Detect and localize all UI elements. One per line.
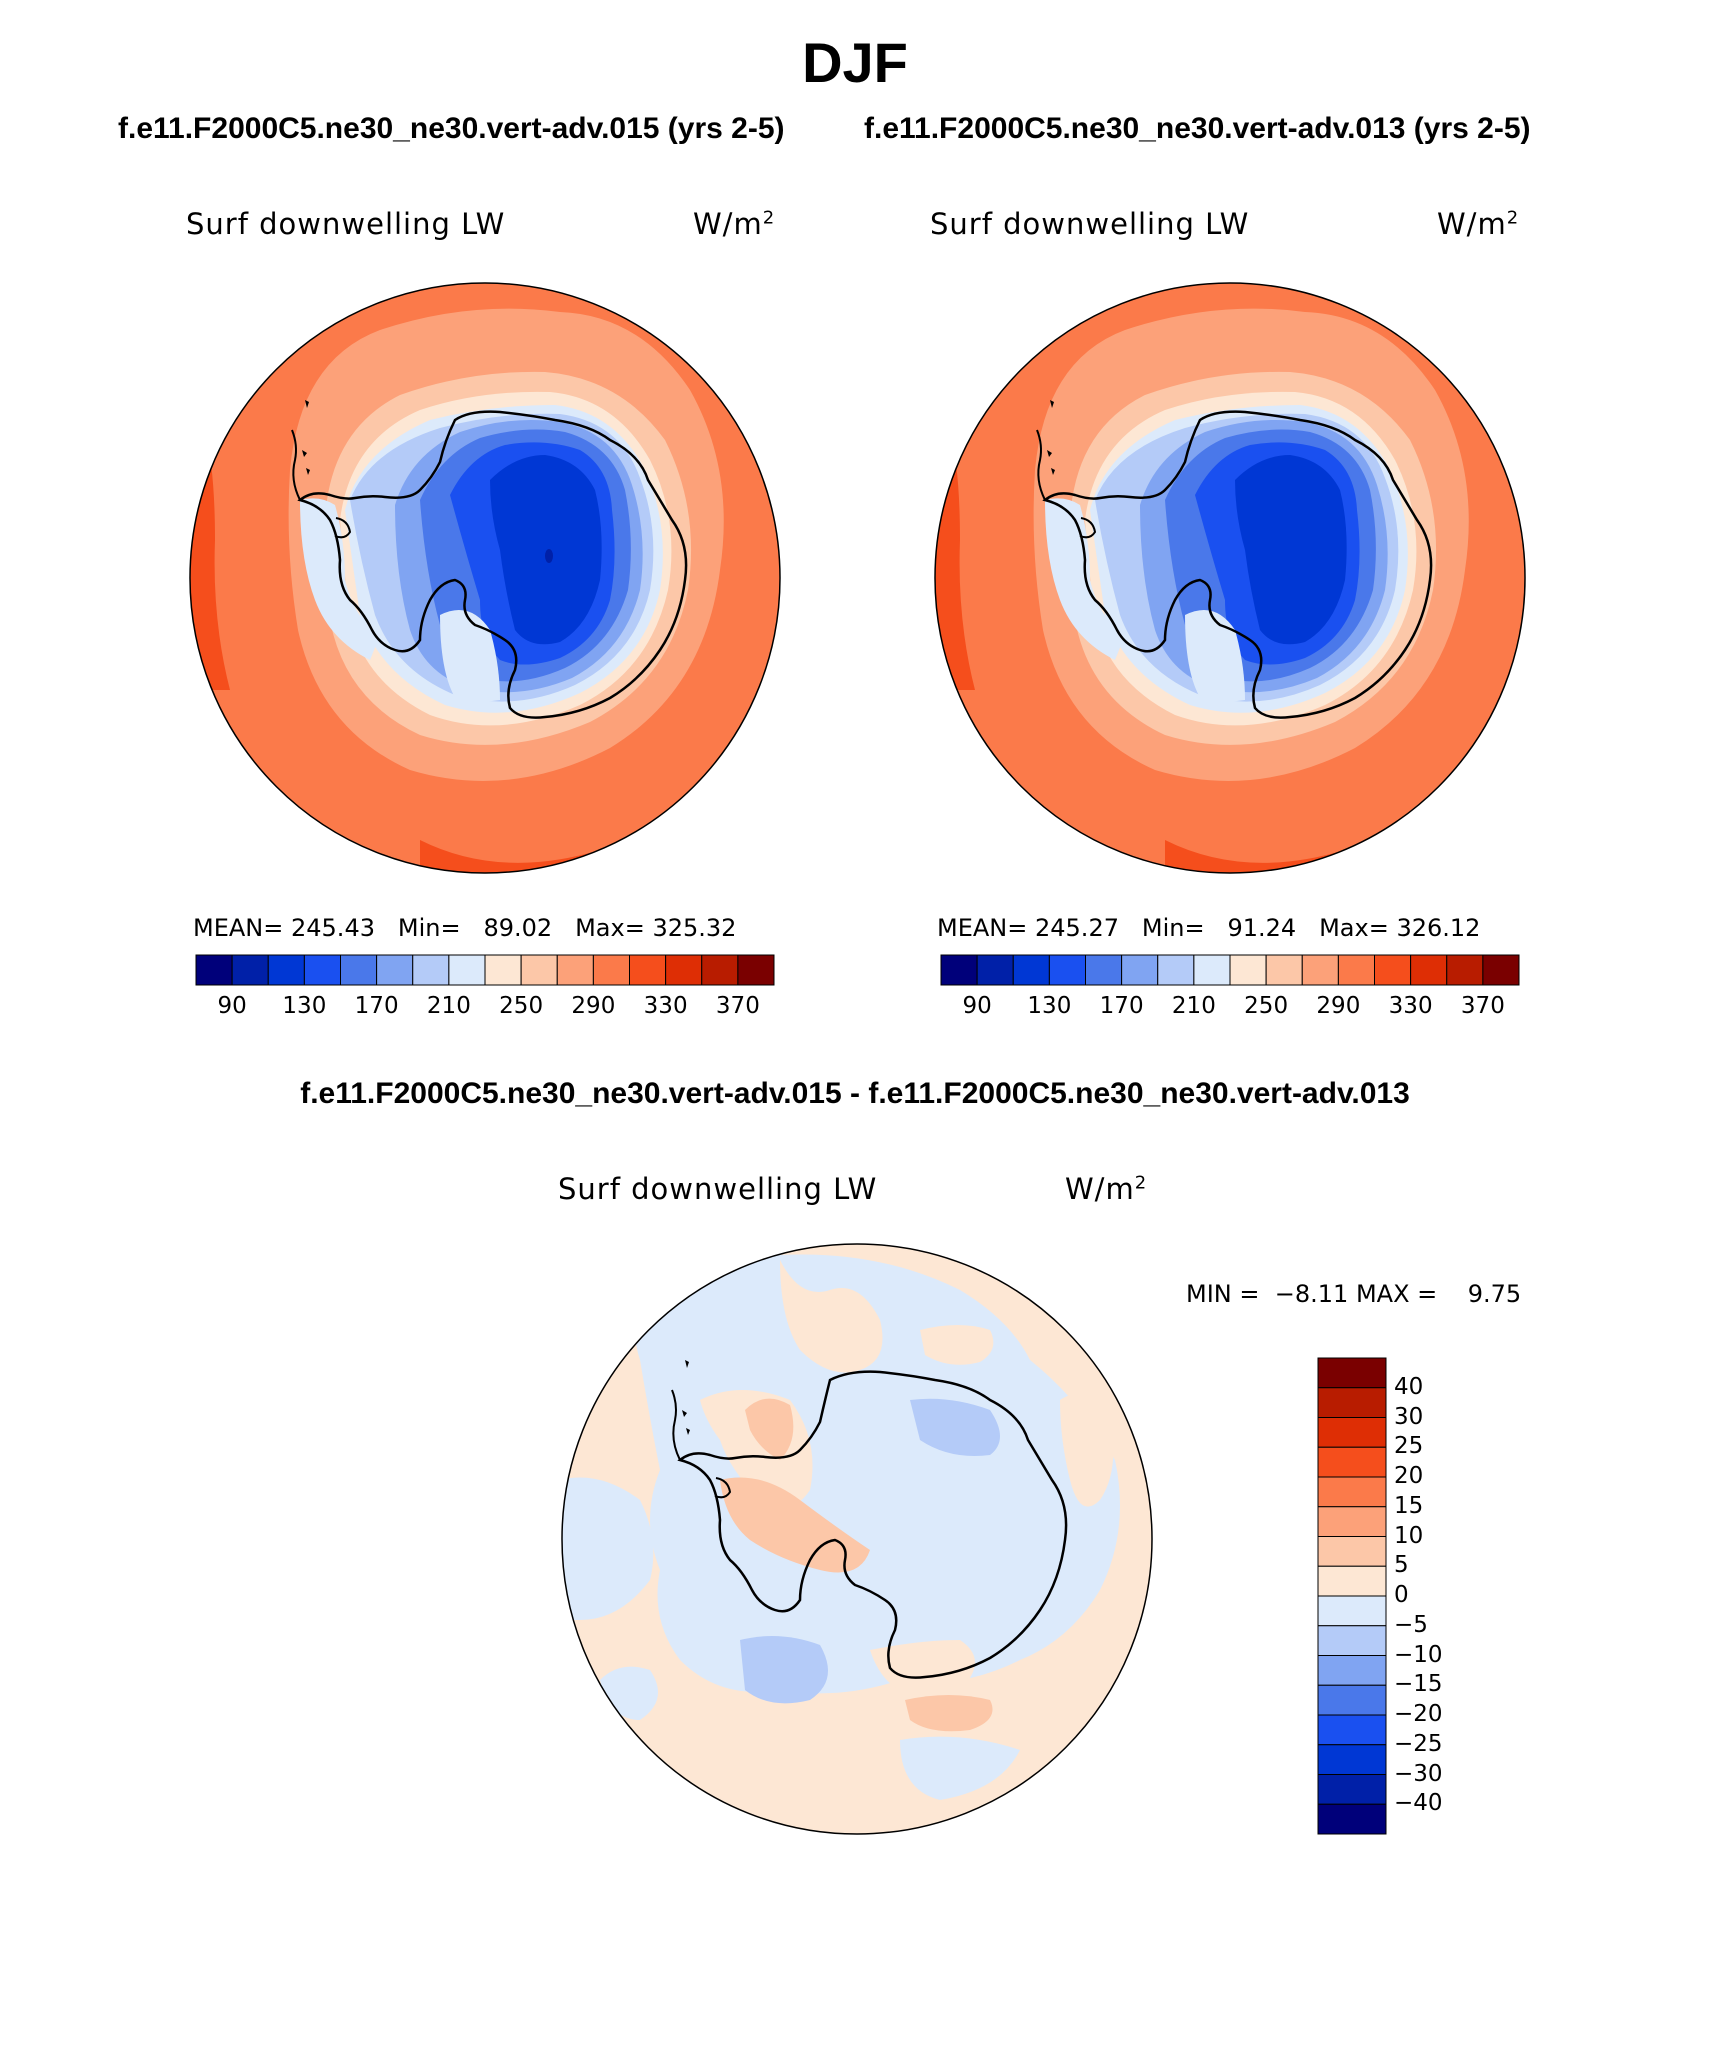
diff-variable-label: Surf downwelling LW: [558, 1172, 878, 1206]
colorbar-tick-label: 40: [1394, 1373, 1424, 1400]
colorbar-tick-label: 170: [1099, 993, 1144, 1019]
colorbar-swatch: [701, 954, 739, 986]
colorbar-tick-label: −20: [1394, 1701, 1443, 1727]
colorbar-swatch: [231, 954, 269, 986]
colorbar-swatch: [448, 954, 486, 986]
colorbar-swatch: [1317, 1803, 1387, 1835]
colorbar-swatch: [1012, 954, 1050, 986]
colorbar-tick-label: 210: [1171, 993, 1216, 1019]
left-case-title: f.e11.F2000C5.ne30_ne30.vert-adv.015 (yr…: [118, 112, 785, 145]
colorbar-tick-label: 210: [426, 993, 471, 1019]
colorbar-tick-label: 5: [1394, 1552, 1409, 1579]
difference-colorbar: [1317, 1357, 1387, 1835]
colorbar-swatch: [1265, 954, 1303, 986]
colorbar-swatch: [592, 954, 630, 986]
colorbar-tick-label: −30: [1394, 1760, 1443, 1787]
colorbar-swatch: [1374, 954, 1412, 986]
colorbar-tick-label: 20: [1394, 1463, 1424, 1489]
colorbar-swatch: [340, 954, 378, 986]
left-polar-map: [189, 282, 781, 874]
colorbar-swatch: [1229, 954, 1267, 986]
colorbar-swatch: [412, 954, 450, 986]
colorbar-tick-label: 130: [282, 993, 327, 1019]
colorbar-swatch: [1317, 1387, 1387, 1418]
colorbar-tick-label: −40: [1394, 1790, 1443, 1817]
right-polar-map: [934, 282, 1526, 874]
colorbar-tick-label: 250: [1244, 993, 1289, 1019]
colorbar-tick-label: 10: [1394, 1522, 1424, 1549]
colorbar-tick-label: 15: [1394, 1492, 1424, 1519]
colorbar-swatch: [1317, 1625, 1387, 1656]
colorbar-swatch: [1317, 1714, 1387, 1746]
colorbar-tick-label: 330: [643, 993, 688, 1019]
colorbar-swatch: [1085, 954, 1123, 986]
colorbar-swatch: [1482, 954, 1520, 986]
colorbar-swatch: [267, 954, 305, 986]
colorbar-swatch: [1157, 954, 1195, 986]
colorbar-swatch: [1410, 954, 1448, 986]
colorbar-tick-label: −10: [1394, 1641, 1443, 1668]
right-units-label: W/m2: [1437, 207, 1520, 241]
colorbar-swatch: [1317, 1357, 1387, 1389]
colorbar-swatch: [556, 954, 594, 986]
colorbar-tick-label: −25: [1394, 1730, 1443, 1757]
colorbar-tick-label: 330: [1388, 993, 1433, 1019]
colorbar-swatch: [629, 954, 667, 986]
colorbar-swatch: [1317, 1595, 1387, 1627]
colorbar-tick-label: 170: [354, 993, 399, 1019]
colorbar-swatch: [737, 954, 775, 986]
left-units-label: W/m2: [693, 207, 776, 241]
difference-polar-map: [561, 1243, 1153, 1835]
colorbar-swatch: [376, 954, 414, 986]
right-stats: MEAN= 245.27 Min= 91.24 Max= 326.12: [937, 914, 1481, 942]
right-colorbar: [940, 954, 1520, 986]
colorbar-swatch: [665, 954, 703, 986]
colorbar-swatch: [1446, 954, 1484, 986]
colorbar-swatch: [520, 954, 558, 986]
colorbar-tick-label: 290: [571, 993, 616, 1019]
left-colorbar: [195, 954, 775, 986]
colorbar-tick-label: 30: [1394, 1403, 1424, 1430]
colorbar-tick-label: 0: [1394, 1582, 1409, 1608]
diff-units-label: W/m2: [1065, 1172, 1148, 1206]
colorbar-tick-label: 290: [1316, 993, 1361, 1019]
colorbar-swatch: [1048, 954, 1086, 986]
colorbar-tick-label: 370: [1460, 993, 1505, 1019]
colorbar-swatch: [1121, 954, 1159, 986]
colorbar-tick-label: 250: [499, 993, 544, 1019]
colorbar-tick-label: 90: [962, 993, 992, 1019]
colorbar-tick-label: 370: [715, 993, 760, 1019]
left-stats: MEAN= 245.43 Min= 89.02 Max= 325.32: [193, 914, 737, 942]
left-variable-label: Surf downwelling LW: [186, 207, 506, 241]
colorbar-tick-label: 25: [1394, 1433, 1424, 1460]
colorbar-swatch: [1317, 1536, 1387, 1567]
right-variable-label: Surf downwelling LW: [930, 207, 1250, 241]
colorbar-tick-label: 130: [1027, 993, 1072, 1019]
colorbar-swatch: [976, 954, 1014, 986]
colorbar-swatch: [1317, 1506, 1387, 1537]
colorbar-swatch: [1317, 1655, 1387, 1686]
colorbar-tick-label: 90: [217, 993, 247, 1019]
colorbar-swatch: [1317, 1684, 1387, 1716]
colorbar-tick-label: −5: [1394, 1611, 1428, 1638]
diff-stats: MIN = −8.11 MAX = 9.75: [1186, 1280, 1522, 1308]
colorbar-swatch: [1301, 954, 1339, 986]
page-title: DJF: [802, 31, 908, 94]
colorbar-tick-label: −15: [1394, 1671, 1443, 1698]
colorbar-swatch: [1317, 1774, 1387, 1805]
colorbar-swatch: [1317, 1417, 1387, 1448]
colorbar-swatch: [1317, 1744, 1387, 1775]
colorbar-swatch: [1193, 954, 1231, 986]
right-case-title: f.e11.F2000C5.ne30_ne30.vert-adv.013 (yr…: [864, 112, 1531, 145]
colorbar-swatch: [1317, 1476, 1387, 1508]
colorbar-swatch: [1317, 1565, 1387, 1597]
colorbar-swatch: [484, 954, 522, 986]
colorbar-swatch: [1317, 1446, 1387, 1478]
colorbar-swatch: [195, 954, 233, 986]
colorbar-swatch: [1337, 954, 1375, 986]
colorbar-swatch: [940, 954, 978, 986]
difference-title: f.e11.F2000C5.ne30_ne30.vert-adv.015 - f…: [300, 1077, 1410, 1110]
colorbar-swatch: [303, 954, 341, 986]
